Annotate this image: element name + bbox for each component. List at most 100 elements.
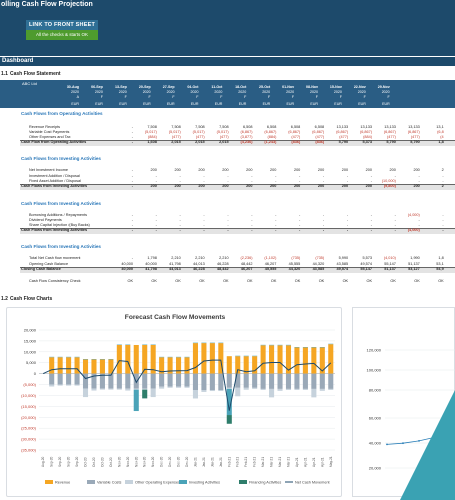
cell-value: OK: [127, 279, 134, 283]
cell-value: -: [131, 256, 133, 260]
bar-revenue: [167, 357, 173, 374]
legend-label: Variable Costs: [97, 481, 122, 485]
cell-value: 200: [270, 168, 277, 172]
cell-value: 200: [174, 168, 181, 172]
bar-other-operating-expenses: [82, 388, 89, 398]
cell-value: -: [131, 223, 133, 227]
cell-value: OK: [199, 279, 205, 283]
cell-value: 43,585: [312, 267, 325, 271]
cell-value: OK: [294, 279, 301, 283]
cell-value: -: [227, 228, 229, 232]
cell-value: (6,867): [336, 130, 349, 134]
bar-other-operating-expenses: [294, 388, 300, 390]
cell-value: 200: [365, 168, 372, 172]
bar-revenue: [243, 356, 249, 374]
cell-value: 13,1: [436, 125, 444, 129]
cell-value: -: [370, 179, 372, 183]
cell-value: 5,790: [338, 140, 349, 144]
cell-value: (3,877): [240, 135, 253, 139]
row-label: Borrowing Additions / Repayments: [29, 213, 88, 217]
cell-value: -: [203, 228, 205, 232]
column-header-dates: 13-Sep: [115, 85, 127, 89]
cell-value: -: [227, 218, 229, 222]
column-header-flags: F: [363, 95, 366, 99]
row-label: Cash Flow Consistency Check: [29, 279, 81, 283]
bar-other-operating-expenses: [142, 388, 148, 390]
cell-value: 49,574: [336, 267, 349, 271]
cell-value: 40,000: [145, 262, 157, 266]
column-header-currency: EUR: [382, 102, 390, 106]
column-header-flags: F: [196, 95, 199, 99]
row-label: Revenue Receipts: [29, 125, 61, 129]
cell-value: -: [275, 228, 277, 232]
cell-value: 2,210: [219, 256, 229, 260]
cell-value: OK: [223, 279, 229, 283]
y-tick-label: 100,000: [367, 368, 382, 373]
cell-value: -: [322, 174, 325, 178]
bar-investing-activities: [133, 389, 139, 412]
cell-value: (5,017): [168, 130, 181, 134]
bar-revenue: [133, 344, 139, 374]
cell-value: -: [346, 228, 349, 232]
cell-value: -: [299, 218, 301, 222]
bar-other-operating-expenses: [285, 388, 292, 390]
bar-other-operating-expenses: [302, 388, 308, 390]
cell-value: (6,867): [383, 130, 396, 134]
y-tick-label: (5,000): [23, 382, 36, 387]
bar-revenue: [319, 347, 325, 374]
bar-other-operating-expenses: [116, 388, 122, 390]
cell-value: -: [322, 223, 325, 227]
bar-other-operating-expenses: [328, 388, 334, 390]
cell-value: -: [251, 179, 253, 183]
cell-value: -: [299, 228, 301, 232]
cell-value: 55,147: [360, 267, 372, 271]
x-tick-label: Feb-21: [236, 457, 240, 467]
bar-revenue: [260, 345, 266, 374]
link-front-sheet-button[interactable]: LINK TO FRONT SHEET: [26, 20, 98, 30]
cell-value: 41,798: [145, 267, 157, 271]
cell-value: 44,320: [312, 262, 325, 266]
cell-value: -: [442, 213, 444, 217]
bar-other-operating-expenses: [277, 388, 283, 391]
cell-value: 49,574: [360, 262, 372, 266]
cell-value: -: [131, 174, 133, 178]
row-label: Other Expenses and Tax: [29, 135, 71, 139]
cell-value: 1,8: [438, 256, 444, 260]
cell-value: 40,000: [121, 262, 133, 266]
column-header-years: 2020: [166, 90, 175, 94]
column-header-currency: EUR: [358, 102, 366, 106]
chart-svg: 20,000 15,000 10,000 5,000 0 (5,000) (10,000) (…: [21, 328, 335, 485]
cell-value: -: [155, 218, 157, 222]
bar-other-operating-expenses: [209, 390, 215, 392]
row-label: Dividend Payments: [29, 218, 62, 222]
column-header-dates: 30-Aug: [66, 85, 79, 89]
bar-variable-costs: [116, 373, 122, 389]
cell-value: 1,798: [147, 256, 157, 260]
column-header-years: 2020: [357, 90, 366, 94]
cell-value: -: [370, 213, 372, 217]
cell-value: -: [370, 223, 372, 227]
cell-value: -: [275, 213, 277, 217]
cell-value: -: [131, 218, 133, 222]
x-tick-label: Mar-21: [261, 457, 265, 467]
cell-value: 200: [413, 184, 420, 188]
cell-value: 200: [365, 184, 372, 188]
cell-value: -: [275, 223, 277, 227]
table-header: ABC Ltd 30-Aug 06-Sep 13-Sep 20-Sep 27-Sep 04…: [0, 80, 455, 108]
bar-variable-costs: [252, 373, 258, 388]
cell-value: OK: [342, 279, 349, 283]
bar-revenue: [66, 357, 72, 374]
bar-revenue: [328, 344, 334, 374]
column-header-years: 2020: [71, 90, 79, 94]
total-row-band: [20, 139, 455, 146]
cell-value: -: [322, 218, 325, 222]
x-tick-label: Jan-21: [210, 457, 214, 467]
cell-value: 200: [341, 168, 349, 172]
checks-status-badge: All the checks & starts OK: [26, 30, 98, 40]
cell-value: -: [418, 223, 420, 227]
cell-value: OK: [175, 279, 181, 283]
cell-value: -: [442, 223, 444, 227]
bar-revenue: [226, 356, 232, 374]
bar-variable-costs: [235, 373, 241, 388]
y-tick-label: 20,000: [369, 466, 382, 471]
